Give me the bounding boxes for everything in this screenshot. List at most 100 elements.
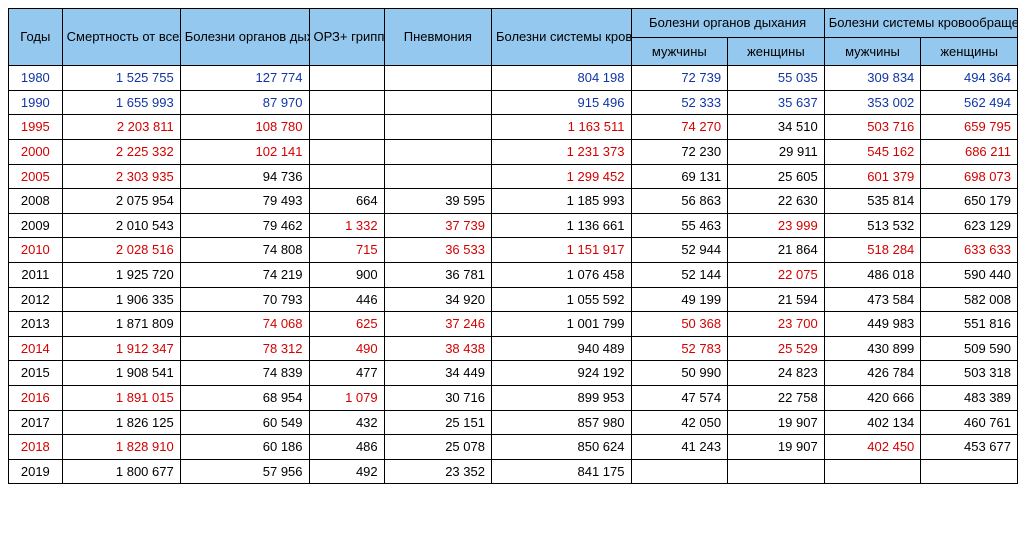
table-row: 20002 225 332102 1411 231 37372 23029 91… — [9, 139, 1018, 164]
value-cell: 52 944 — [631, 238, 728, 263]
value-cell: 715 — [309, 238, 384, 263]
value-cell: 449 983 — [824, 312, 921, 337]
value-cell: 2 028 516 — [62, 238, 180, 263]
year-cell: 2009 — [9, 213, 63, 238]
value-cell: 35 637 — [728, 90, 825, 115]
value-cell: 625 — [309, 312, 384, 337]
value-cell: 37 246 — [384, 312, 491, 337]
value-cell: 518 284 — [824, 238, 921, 263]
column-subheader: женщины — [921, 37, 1018, 66]
table-row: 20191 800 67757 95649223 352841 175 — [9, 459, 1018, 484]
value-cell: 50 990 — [631, 361, 728, 386]
value-cell: 633 633 — [921, 238, 1018, 263]
year-cell: 2018 — [9, 435, 63, 460]
value-cell: 1 871 809 — [62, 312, 180, 337]
value-cell: 804 198 — [491, 66, 631, 91]
value-cell: 74 839 — [180, 361, 309, 386]
value-cell: 49 199 — [631, 287, 728, 312]
value-cell: 1 925 720 — [62, 262, 180, 287]
table-row: 19952 203 811108 7801 163 51174 27034 51… — [9, 115, 1018, 140]
value-cell: 850 624 — [491, 435, 631, 460]
value-cell: 1 332 — [309, 213, 384, 238]
value-cell: 857 980 — [491, 410, 631, 435]
value-cell — [309, 139, 384, 164]
year-cell: 2014 — [9, 336, 63, 361]
value-cell: 446 — [309, 287, 384, 312]
value-cell: 2 010 543 — [62, 213, 180, 238]
value-cell: 30 716 — [384, 385, 491, 410]
value-cell: 1 908 541 — [62, 361, 180, 386]
column-header: ОРЗ+ грипп — [309, 9, 384, 66]
value-cell: 94 736 — [180, 164, 309, 189]
table-row: 20141 912 34778 31249038 438940 48952 78… — [9, 336, 1018, 361]
value-cell: 659 795 — [921, 115, 1018, 140]
value-cell — [824, 459, 921, 484]
value-cell: 1 655 993 — [62, 90, 180, 115]
value-cell: 55 035 — [728, 66, 825, 91]
value-cell: 664 — [309, 189, 384, 214]
year-cell: 2012 — [9, 287, 63, 312]
value-cell: 52 144 — [631, 262, 728, 287]
value-cell: 1 891 015 — [62, 385, 180, 410]
table-row: 20161 891 01568 9541 07930 716899 95347 … — [9, 385, 1018, 410]
value-cell: 56 863 — [631, 189, 728, 214]
value-cell: 25 078 — [384, 435, 491, 460]
value-cell: 2 203 811 — [62, 115, 180, 140]
table-header: ГодыСмертность от всех причинБолезни орг… — [9, 9, 1018, 66]
table-row: 20151 908 54174 83947734 449924 19250 99… — [9, 361, 1018, 386]
value-cell: 473 584 — [824, 287, 921, 312]
value-cell: 940 489 — [491, 336, 631, 361]
table-row: 20052 303 93594 7361 299 45269 13125 605… — [9, 164, 1018, 189]
value-cell: 650 179 — [921, 189, 1018, 214]
value-cell: 899 953 — [491, 385, 631, 410]
value-cell: 503 318 — [921, 361, 1018, 386]
value-cell: 34 920 — [384, 287, 491, 312]
column-subheader: мужчины — [631, 37, 728, 66]
column-header: Смертность от всех причин — [62, 9, 180, 66]
year-cell: 2008 — [9, 189, 63, 214]
value-cell: 79 493 — [180, 189, 309, 214]
value-cell: 1 906 335 — [62, 287, 180, 312]
column-header: Годы — [9, 9, 63, 66]
value-cell: 55 463 — [631, 213, 728, 238]
value-cell: 1 525 755 — [62, 66, 180, 91]
year-cell: 2010 — [9, 238, 63, 263]
table-row: 20102 028 51674 80871536 5331 151 91752 … — [9, 238, 1018, 263]
value-cell: 22 075 — [728, 262, 825, 287]
value-cell — [384, 115, 491, 140]
value-cell: 47 574 — [631, 385, 728, 410]
value-cell — [384, 90, 491, 115]
value-cell — [631, 459, 728, 484]
value-cell: 52 333 — [631, 90, 728, 115]
value-cell: 60 549 — [180, 410, 309, 435]
value-cell: 74 808 — [180, 238, 309, 263]
table-row: 20181 828 91060 18648625 078850 62441 24… — [9, 435, 1018, 460]
year-cell: 2015 — [9, 361, 63, 386]
value-cell: 21 594 — [728, 287, 825, 312]
value-cell: 1 912 347 — [62, 336, 180, 361]
value-cell — [384, 164, 491, 189]
value-cell: 841 175 — [491, 459, 631, 484]
value-cell: 127 774 — [180, 66, 309, 91]
value-cell: 490 — [309, 336, 384, 361]
value-cell: 41 243 — [631, 435, 728, 460]
value-cell: 25 151 — [384, 410, 491, 435]
value-cell: 34 449 — [384, 361, 491, 386]
value-cell: 535 814 — [824, 189, 921, 214]
value-cell: 309 834 — [824, 66, 921, 91]
value-cell: 39 595 — [384, 189, 491, 214]
value-cell: 402 450 — [824, 435, 921, 460]
value-cell: 545 162 — [824, 139, 921, 164]
value-cell: 2 303 935 — [62, 164, 180, 189]
value-cell: 79 462 — [180, 213, 309, 238]
value-cell: 1 151 917 — [491, 238, 631, 263]
value-cell: 477 — [309, 361, 384, 386]
value-cell: 1 800 677 — [62, 459, 180, 484]
year-cell: 2016 — [9, 385, 63, 410]
value-cell: 915 496 — [491, 90, 631, 115]
value-cell: 108 780 — [180, 115, 309, 140]
table-row: 20092 010 54379 4621 33237 7391 136 6615… — [9, 213, 1018, 238]
value-cell: 453 677 — [921, 435, 1018, 460]
value-cell: 402 134 — [824, 410, 921, 435]
value-cell: 601 379 — [824, 164, 921, 189]
